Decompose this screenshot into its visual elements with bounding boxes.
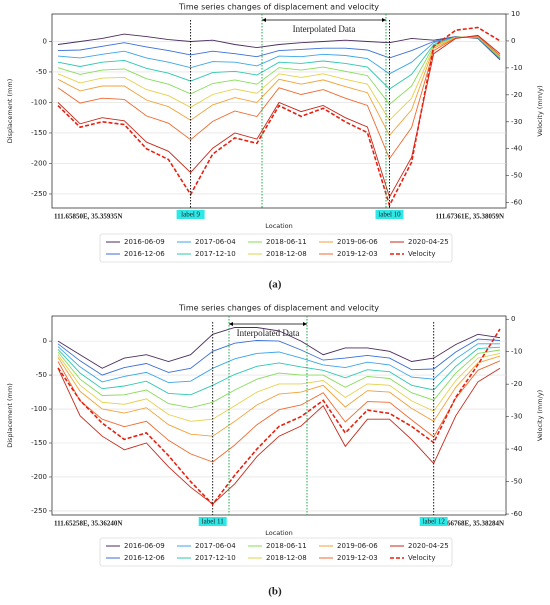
legend-label: 2018-06-11 (266, 238, 307, 246)
end-coordinate: 111.66768E, 35.38284N (436, 520, 504, 528)
series-line (57, 36, 501, 137)
label-box (176, 210, 205, 219)
y-tick-label: -100 (31, 405, 47, 413)
legend-label: 2016-12-06 (124, 554, 165, 562)
y2-tick-label: -60 (511, 510, 522, 518)
series-line (57, 36, 501, 90)
legend-label: 2016-12-06 (124, 250, 165, 258)
x-axis-label: Location (265, 222, 293, 230)
point-label: label 10 (378, 211, 401, 219)
y2-tick-label: -30 (511, 118, 522, 126)
legend-label: 2017-06-04 (195, 542, 236, 550)
series-line (57, 26, 501, 208)
legend-label: 2020-04-25 (408, 542, 449, 550)
series-line (57, 352, 501, 422)
panel-label: (a) (269, 279, 282, 291)
plot-area (51, 13, 507, 209)
y2-tick-label: 0 (511, 315, 515, 323)
start-coordinate: 111.65258E, 35.36240N (54, 520, 122, 528)
interpolation-label: Interpolated Data (237, 328, 300, 338)
legend-label: 2018-06-11 (266, 542, 307, 550)
y-tick-label: 0 (43, 337, 47, 345)
series-line (57, 367, 501, 505)
point-label: label 9 (181, 211, 200, 219)
y2-tick-label: -50 (511, 478, 522, 486)
series-line (57, 36, 501, 75)
legend-label: 2020-04-25 (408, 238, 449, 246)
label-box (419, 517, 448, 526)
y2-tick-label: -20 (511, 91, 522, 99)
y2-tick-label: -50 (511, 172, 522, 180)
y2-tick-label: -60 (511, 199, 522, 207)
series-line (57, 343, 500, 384)
y2-tick-label: 10 (511, 10, 520, 18)
y-axis-label: Displacement (mm) (6, 383, 14, 448)
y-tick-label: -200 (31, 473, 47, 481)
y2-tick-label: -10 (511, 348, 522, 356)
end-coordinate: 111.67361E, 35.38059N (436, 213, 504, 221)
y2-tick-label: -40 (511, 445, 522, 453)
y2-tick-label: -30 (511, 413, 522, 421)
y2-tick-label: -10 (511, 64, 522, 72)
y-tick-label: 0 (43, 37, 47, 45)
chart-title: Time series changes of displacement and … (178, 304, 379, 313)
legend-label: Velocity (408, 250, 435, 258)
y-tick-label: -50 (36, 68, 47, 76)
legend-box (99, 233, 453, 263)
series-line (57, 36, 501, 105)
series-line (57, 360, 501, 463)
y2-tick-label: -40 (511, 145, 522, 153)
series-line (57, 328, 501, 506)
y2-tick-label: 0 (511, 37, 515, 45)
y-tick-label: -150 (31, 439, 47, 447)
series-line (57, 36, 501, 121)
panel-label: (b) (268, 586, 282, 598)
series-line (57, 327, 501, 369)
start-coordinate: 111.65850E, 35.35935N (54, 213, 122, 221)
legend-label: 2016-06-09 (124, 238, 165, 246)
legend-label: 2019-06-06 (337, 542, 378, 550)
legend-label: 2019-12-03 (337, 554, 378, 562)
series-line (57, 34, 501, 199)
y-tick-label: -250 (31, 507, 47, 515)
legend-label: 2018-12-08 (266, 554, 307, 562)
series-line (57, 355, 501, 437)
series-line (57, 338, 501, 376)
y-axis-label: Displacement (mm) (6, 79, 14, 144)
y-tick-label: -50 (36, 371, 47, 379)
point-label: label 12 (423, 518, 446, 526)
y-tick-label: -100 (31, 98, 47, 106)
legend-label: Velocity (408, 554, 435, 562)
point-label: label 11 (202, 518, 225, 526)
y2-axis-label: Velocity (mm/y) (536, 85, 544, 136)
y-tick-label: -150 (31, 129, 47, 137)
legend-label: 2016-06-09 (124, 542, 165, 550)
label-box (375, 210, 404, 219)
legend-label: 2019-06-06 (337, 238, 378, 246)
chart-title: Time series changes of displacement and … (178, 3, 379, 12)
y2-axis-label: Velocity (mm/y) (536, 390, 544, 441)
series-line (57, 346, 501, 396)
x-axis-label: Location (265, 529, 293, 537)
plot-area (51, 315, 507, 516)
series-line (57, 36, 501, 60)
legend-box (99, 537, 453, 567)
legend-label: 2017-12-10 (195, 554, 236, 562)
series-line (57, 35, 501, 160)
interpolation-label: Interpolated Data (293, 24, 356, 34)
legend-label: 2017-06-04 (195, 238, 236, 246)
legend-label: 2018-12-08 (266, 250, 307, 258)
y-tick-label: -250 (31, 190, 47, 198)
label-box (198, 517, 227, 526)
legend-label: 2017-12-10 (195, 250, 236, 258)
legend-label: 2019-12-03 (337, 250, 378, 258)
series-line (57, 33, 501, 61)
y2-tick-label: -20 (511, 380, 522, 388)
series-line (57, 349, 501, 409)
y-tick-label: -200 (31, 159, 47, 167)
